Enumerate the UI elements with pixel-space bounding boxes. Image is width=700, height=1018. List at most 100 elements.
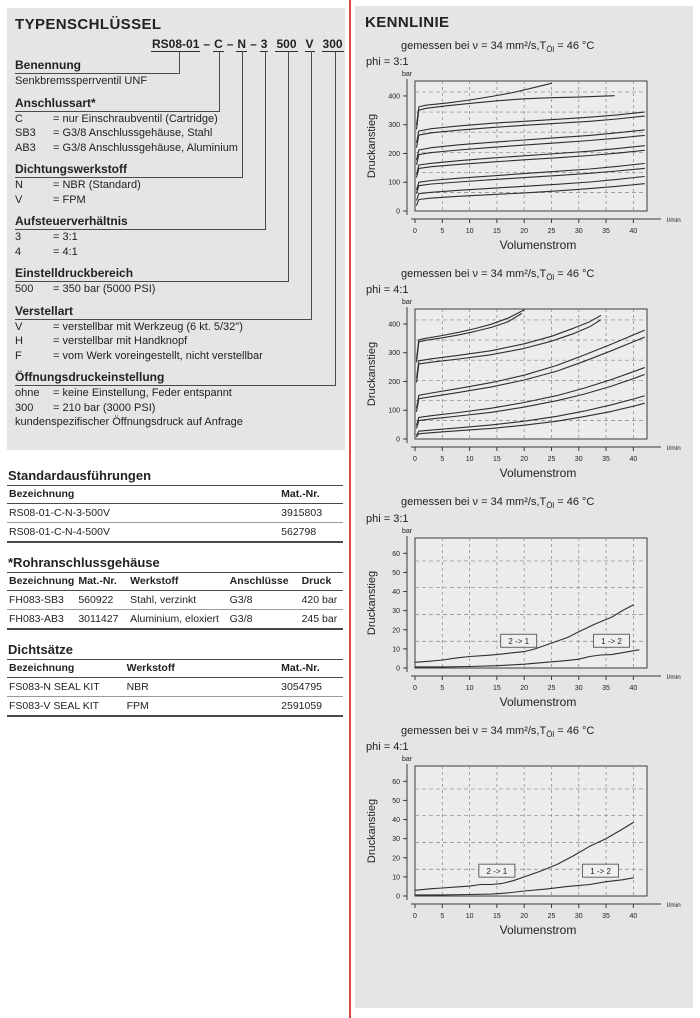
item-desc: = 4:1: [53, 245, 78, 258]
x-tick-label: 30: [575, 913, 583, 920]
x-tick-label: 10: [466, 913, 474, 920]
measured-subscript: Öl: [546, 501, 555, 511]
curve: [414, 603, 634, 663]
x-tick-label: 25: [548, 685, 556, 692]
section-heading: Öffnungsdruckeinstellung: [15, 371, 335, 386]
section-heading: Anschlussart*: [15, 96, 219, 112]
x-tick-label: 40: [629, 228, 637, 235]
type-key-section: Benennung Senkbremssperrventil UNF: [15, 59, 337, 89]
section-item: 500 = 350 bar (5000 PSI): [15, 283, 337, 297]
kennlinie-chart-2: gemessen bei ν = 34 mm²/s,TÖl = 46 °C phi…: [365, 268, 685, 480]
curve: [416, 135, 645, 166]
item-code: 3: [15, 231, 22, 243]
chart-measured-label: gemessen bei ν = 34 mm²/s,TÖl = 46 °C: [401, 40, 685, 54]
table-cell: 3915803: [279, 503, 343, 523]
item-code: SB3: [15, 127, 36, 139]
table-cell: 420 bar: [299, 590, 343, 610]
x-tick-label: 30: [575, 456, 583, 463]
x-tick-label: 25: [548, 228, 556, 235]
y-tick-label: 50: [392, 569, 400, 576]
curve: [416, 115, 645, 148]
item-code: H: [15, 335, 23, 347]
y-tick-label: 0: [396, 437, 400, 444]
type-key-section: Öffnungsdruckeinstellung ohne = keine Eins…: [15, 371, 337, 430]
chart-measured-label: gemessen bei ν = 34 mm²/s,TÖl = 46 °C: [401, 268, 685, 282]
connector-line: [265, 51, 266, 230]
curve: [416, 111, 645, 144]
chart-phi-label: phi = 4:1: [366, 284, 409, 297]
section-item: N = NBR (Standard): [15, 179, 337, 193]
item-desc: = G3/8 Anschlussgehäuse, Aluminium: [53, 141, 238, 154]
table-cell: 560922: [76, 590, 129, 610]
table-cell: Stahl, verzinkt: [128, 590, 228, 610]
plot-area: [414, 308, 648, 440]
y-unit-label: bar: [402, 299, 413, 306]
section-item: V = verstellbar mit Werkzeug (6 kt. 5/32"…: [15, 321, 337, 335]
y-tick-label: 0: [396, 893, 400, 900]
chart-canvas: 0 10 20 30 40 50 60 bar Druckanstieg 0 5 10 15 20 25 30…: [366, 756, 681, 920]
x-tick-label: 35: [602, 456, 610, 463]
y-tick-label: 400: [388, 94, 400, 101]
table-header-cell: Werkstoff: [128, 571, 228, 591]
curve: [416, 367, 645, 427]
measured-prefix: gemessen bei ν = 34 mm²/s,T: [401, 40, 547, 52]
x-tick-label: 30: [575, 685, 583, 692]
table-row: RS08-01-C-N-3-500V 3915803: [7, 503, 343, 523]
kennlinie-column: KENNLINIE gemessen bei ν = 34 mm²/s,TÖl …: [355, 6, 693, 1008]
x-unit-label: l/min: [667, 902, 681, 909]
measured-suffix: = 46 °C: [554, 724, 595, 737]
curve: [416, 145, 645, 175]
y-tick-label: 20: [392, 627, 400, 634]
x-tick-label: 10: [466, 228, 474, 235]
x-tick-label: 5: [440, 228, 444, 235]
table-header-cell: Druck: [299, 571, 343, 591]
item-desc: = 3:1: [53, 231, 78, 243]
item-desc: = keine Einstellung, Feder entspannt: [53, 387, 232, 399]
y-tick-label: 10: [392, 646, 400, 653]
item-code: 4: [15, 245, 22, 258]
x-tick-label: 15: [493, 913, 501, 920]
x-tick-label: 15: [493, 456, 501, 463]
annotation-box: [582, 863, 620, 878]
annotation-label: 1 -> 2: [601, 637, 622, 646]
kennlinie-chart-3: gemessen bei ν = 34 mm²/s,TÖl = 46 °C phi…: [365, 496, 685, 708]
y-tick-label: 200: [388, 151, 400, 158]
y-axis-title: Druckanstieg: [366, 342, 378, 406]
spec-table: Bezeichnung Werkstoff Mat.-Nr. FS083-N SEAL…: [7, 658, 343, 717]
x-tick-label: 40: [629, 685, 637, 692]
measured-suffix: = 46 °C: [554, 496, 595, 509]
type-key-section: Anschlussart* C = nur Einschraubventil (Ca…: [15, 96, 337, 156]
y-tick-label: 0: [396, 665, 400, 672]
connector-line: [311, 51, 312, 320]
chart-canvas: 0 100 200 300 400 bar Druckanstieg 0 5 10 15 20 25 30…: [366, 299, 681, 463]
x-tick-label: 30: [575, 228, 583, 235]
connector-line: [335, 51, 336, 386]
table-row: RS08-01-C-N-4-500V 562798: [7, 522, 343, 542]
measured-prefix: gemessen bei ν = 34 mm²/s,T: [401, 496, 547, 509]
x-tick-label: 40: [629, 456, 637, 463]
plot-area: [414, 537, 648, 669]
x-tick-label: 10: [466, 685, 474, 692]
code-segment: 500: [275, 37, 298, 52]
item-desc: = G3/8 Anschlussgehäuse, Stahl: [53, 127, 213, 139]
y-tick-label: 30: [392, 608, 400, 615]
section-heading: Verstellart: [15, 304, 311, 320]
y-unit-label: bar: [402, 528, 413, 535]
table-cell: Aluminium, eloxiert: [128, 609, 228, 629]
table-cell: 245 bar: [299, 609, 343, 629]
item-code: C: [15, 112, 23, 125]
y-unit-label: bar: [402, 71, 413, 78]
section-item: ohne = keine Einstellung, Feder entspannt: [15, 387, 337, 401]
chart-phi-label: phi = 3:1: [366, 512, 409, 525]
x-tick-label: 25: [548, 913, 556, 920]
connector-line: [219, 51, 220, 112]
section-heading: Einstelldruckbereich: [15, 267, 288, 282]
section-item: 3 = 3:1: [15, 231, 337, 245]
item-code: 500: [15, 283, 34, 295]
x-tick-label: 0: [413, 913, 417, 920]
table-cell: RS08-01-C-N-4-500V: [7, 522, 280, 542]
code-segment: RS08-01: [151, 37, 201, 52]
measured-suffix: = 46 °C: [554, 40, 595, 52]
item-desc: = FPM: [53, 193, 86, 206]
table-cell: 2591059: [279, 696, 343, 716]
